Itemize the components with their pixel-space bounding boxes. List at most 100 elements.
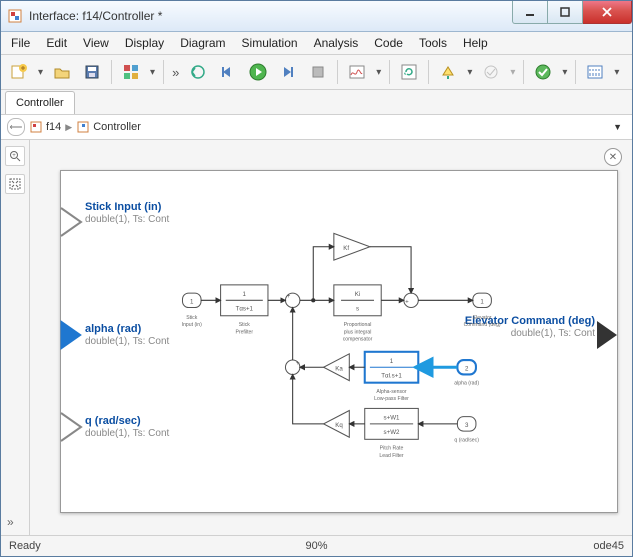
canvas-wrap: ✕ Stick Input (in) double(1), Ts: Cont a… xyxy=(30,140,632,535)
svg-text:1: 1 xyxy=(243,291,247,298)
menu-tools[interactable]: Tools xyxy=(411,33,455,53)
logic-dropdown-icon[interactable]: ▾ xyxy=(614,67,619,78)
menu-file[interactable]: File xyxy=(3,33,38,53)
titlebar: Interface: f14/Controller * xyxy=(1,1,632,32)
step-forward-button[interactable] xyxy=(274,58,302,86)
menu-simulation[interactable]: Simulation xyxy=(234,33,306,53)
close-interface-button[interactable]: ✕ xyxy=(604,148,622,166)
breadcrumb: ⟵ f14 ▶ Controller ▼ xyxy=(1,115,632,140)
toolbar-separator xyxy=(337,60,338,84)
svg-text:2: 2 xyxy=(465,365,469,372)
scope-button[interactable] xyxy=(343,58,371,86)
library-dropdown-icon[interactable]: ▾ xyxy=(150,67,155,78)
app-window: Interface: f14/Controller * File Edit Vi… xyxy=(0,0,633,557)
new-model-button[interactable] xyxy=(5,58,33,86)
svg-text:Lead Filter: Lead Filter xyxy=(379,453,404,459)
svg-text:3: 3 xyxy=(465,422,469,429)
toolbar-chevrons-icon[interactable]: » xyxy=(172,65,179,80)
svg-text:Proportional: Proportional xyxy=(344,322,372,328)
expand-palette-icon[interactable]: » xyxy=(7,515,14,529)
svg-text:q (rad/sec): q (rad/sec) xyxy=(454,437,479,443)
minimize-button[interactable] xyxy=(512,1,548,24)
menu-help[interactable]: Help xyxy=(455,33,496,53)
crumb-f14[interactable]: f14 xyxy=(29,120,61,134)
svg-text:+: + xyxy=(287,293,291,300)
crumb-label: Controller xyxy=(93,121,141,133)
advisor-button[interactable] xyxy=(477,58,505,86)
svg-text:Ki: Ki xyxy=(355,291,360,298)
status-left: Ready xyxy=(9,540,41,552)
check-button[interactable] xyxy=(529,58,557,86)
toolbar-separator xyxy=(523,60,524,84)
build-button[interactable] xyxy=(434,58,462,86)
open-button[interactable] xyxy=(48,58,76,86)
svg-text:Input (in): Input (in) xyxy=(182,322,203,328)
chevron-right-icon: ▶ xyxy=(65,122,72,133)
svg-text:Kf: Kf xyxy=(343,245,349,252)
svg-text:alpha (rad): alpha (rad) xyxy=(454,381,479,387)
svg-text:Low-pass Filter: Low-pass Filter xyxy=(374,396,409,402)
menubar: File Edit View Display Diagram Simulatio… xyxy=(1,32,632,55)
toolbar-separator xyxy=(575,60,576,84)
svg-text:1: 1 xyxy=(390,358,394,365)
subsystem-icon xyxy=(76,120,90,134)
svg-text:Pitch Rate: Pitch Rate xyxy=(380,446,404,452)
update-button[interactable] xyxy=(395,58,423,86)
fit-to-view-button[interactable] xyxy=(5,174,25,194)
diagram-canvas[interactable]: Stick Input (in) double(1), Ts: Cont alp… xyxy=(60,170,618,513)
scope-dropdown-icon[interactable]: ▾ xyxy=(376,67,381,78)
svg-text:compensator: compensator xyxy=(343,336,373,342)
new-dropdown-icon[interactable]: ▾ xyxy=(38,67,43,78)
svg-text:Tαs+1: Tαs+1 xyxy=(236,306,254,313)
svg-text:Stick: Stick xyxy=(239,322,251,328)
save-button[interactable] xyxy=(78,58,106,86)
zoom-fit-button[interactable]: + xyxy=(5,146,25,166)
svg-text:plus integral: plus integral xyxy=(344,329,372,335)
menu-edit[interactable]: Edit xyxy=(38,33,75,53)
app-icon xyxy=(7,8,23,24)
maximize-button[interactable] xyxy=(548,1,583,24)
svg-text:1: 1 xyxy=(190,298,194,305)
crumb-controller[interactable]: Controller xyxy=(76,120,141,134)
crumb-label: f14 xyxy=(46,121,61,133)
build-dropdown-icon[interactable]: ▾ xyxy=(467,67,472,78)
toolbar-separator xyxy=(111,60,112,84)
svg-text:s: s xyxy=(356,306,359,313)
toolbar-separator xyxy=(163,60,164,84)
stop-button[interactable] xyxy=(304,58,332,86)
step-back-one-button[interactable] xyxy=(214,58,242,86)
status-solver: ode45 xyxy=(593,540,624,552)
svg-text:+: + xyxy=(296,360,300,367)
logic-analyzer-button[interactable] xyxy=(581,58,609,86)
toolbar-separator xyxy=(389,60,390,84)
menu-view[interactable]: View xyxy=(75,33,117,53)
model-icon xyxy=(29,120,43,134)
tabs-row: Controller xyxy=(1,90,632,115)
svg-text:Ka: Ka xyxy=(335,365,343,372)
library-browser-button[interactable] xyxy=(117,58,145,86)
menu-code[interactable]: Code xyxy=(366,33,411,53)
crumb-dropdown-icon[interactable]: ▼ xyxy=(609,120,626,134)
close-button[interactable] xyxy=(583,1,632,24)
toolbar: ▾ ▾ » ▾ ▾ ▾ ▾ ▾ xyxy=(1,55,632,90)
step-back-button[interactable] xyxy=(184,58,212,86)
statusbar: Ready 90% ode45 xyxy=(1,535,632,556)
run-button[interactable] xyxy=(244,58,272,86)
svg-text:Tαl.s+1: Tαl.s+1 xyxy=(381,373,402,380)
tab-controller[interactable]: Controller xyxy=(5,91,75,114)
nav-back-button[interactable]: ⟵ xyxy=(7,118,25,136)
advisor-dropdown-icon[interactable]: ▾ xyxy=(510,67,515,78)
svg-text:+: + xyxy=(12,153,16,159)
menu-diagram[interactable]: Diagram xyxy=(172,33,233,53)
svg-text:Command (deg): Command (deg) xyxy=(464,322,501,328)
check-dropdown-icon[interactable]: ▾ xyxy=(562,67,567,78)
toolbar-separator xyxy=(428,60,429,84)
body-area: + » ✕ Stick Input (in) double(1), Ts: Co… xyxy=(1,140,632,535)
svg-text:+: + xyxy=(405,298,409,305)
menu-analysis[interactable]: Analysis xyxy=(306,33,367,53)
palette-gutter: + » xyxy=(1,140,30,535)
svg-text:Stick: Stick xyxy=(186,315,198,321)
menu-display[interactable]: Display xyxy=(117,33,172,53)
svg-text:1: 1 xyxy=(480,298,484,305)
svg-text:Prefilter: Prefilter xyxy=(235,329,253,335)
